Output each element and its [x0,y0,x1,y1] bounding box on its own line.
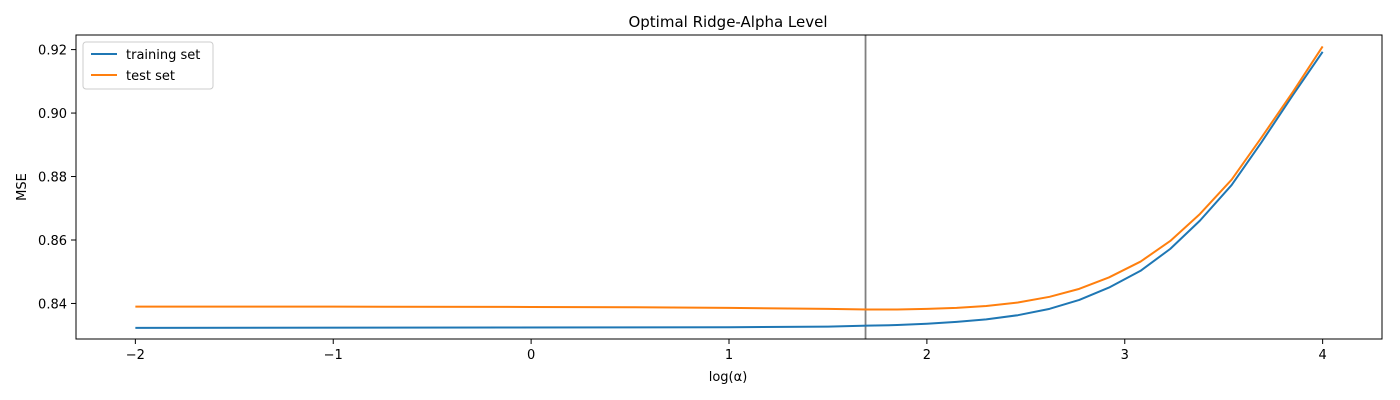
y-tick-label: 0.86 [38,234,67,249]
plot-area [135,35,1324,339]
x-tick-label: 4 [1318,348,1326,363]
x-tick-label: 3 [1121,348,1129,363]
series-line-test-set [135,45,1324,311]
y-axis: 0.84 0.86 0.88 0.90 0.92 [38,44,76,312]
y-tick-label: 0.84 [38,297,67,312]
legend-label-test-set: test set [126,69,175,84]
x-tick-label: 0 [527,348,535,363]
y-tick-label: 0.88 [38,171,67,186]
y-axis-label: MSE [15,173,30,201]
x-tick-label: −1 [324,348,343,363]
legend: training set test set [82,41,214,90]
x-tick-label: 1 [725,348,733,363]
chart-title: Optimal Ridge-Alpha Level [628,13,827,31]
y-tick-label: 0.92 [38,44,67,59]
legend-label-training-set: training set [126,48,200,63]
x-axis: −2 −1 0 1 2 3 4 [126,339,1327,363]
x-axis-label: log(α) [709,370,748,385]
series-line-training-set [135,51,1324,329]
y-tick-label: 0.90 [38,107,67,122]
x-tick-label: −2 [126,348,145,363]
x-tick-label: 2 [923,348,931,363]
